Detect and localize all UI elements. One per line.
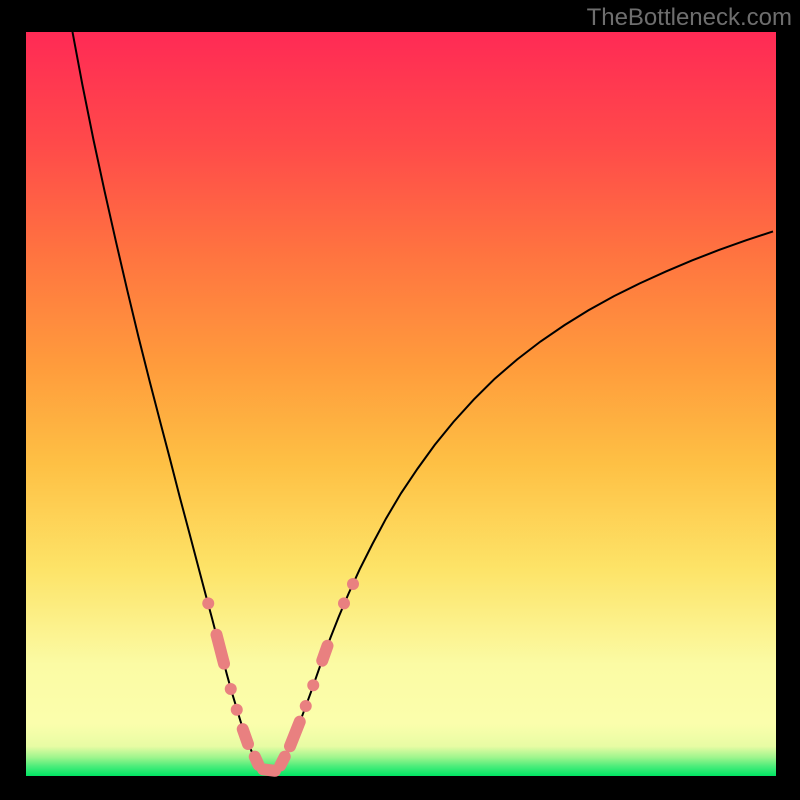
data-marker — [263, 769, 275, 770]
watermark-text: TheBottleneck.com — [587, 4, 792, 32]
data-marker — [255, 757, 259, 765]
chart-svg — [0, 0, 800, 800]
chart-frame: TheBottleneck.com — [0, 0, 800, 800]
data-marker — [322, 646, 327, 661]
data-marker — [243, 729, 248, 744]
main-curve — [73, 32, 774, 773]
data-marker — [217, 635, 225, 664]
dots-layer — [208, 584, 353, 771]
data-marker — [290, 722, 300, 747]
data-marker — [280, 757, 285, 766]
curve-layer — [73, 32, 774, 773]
